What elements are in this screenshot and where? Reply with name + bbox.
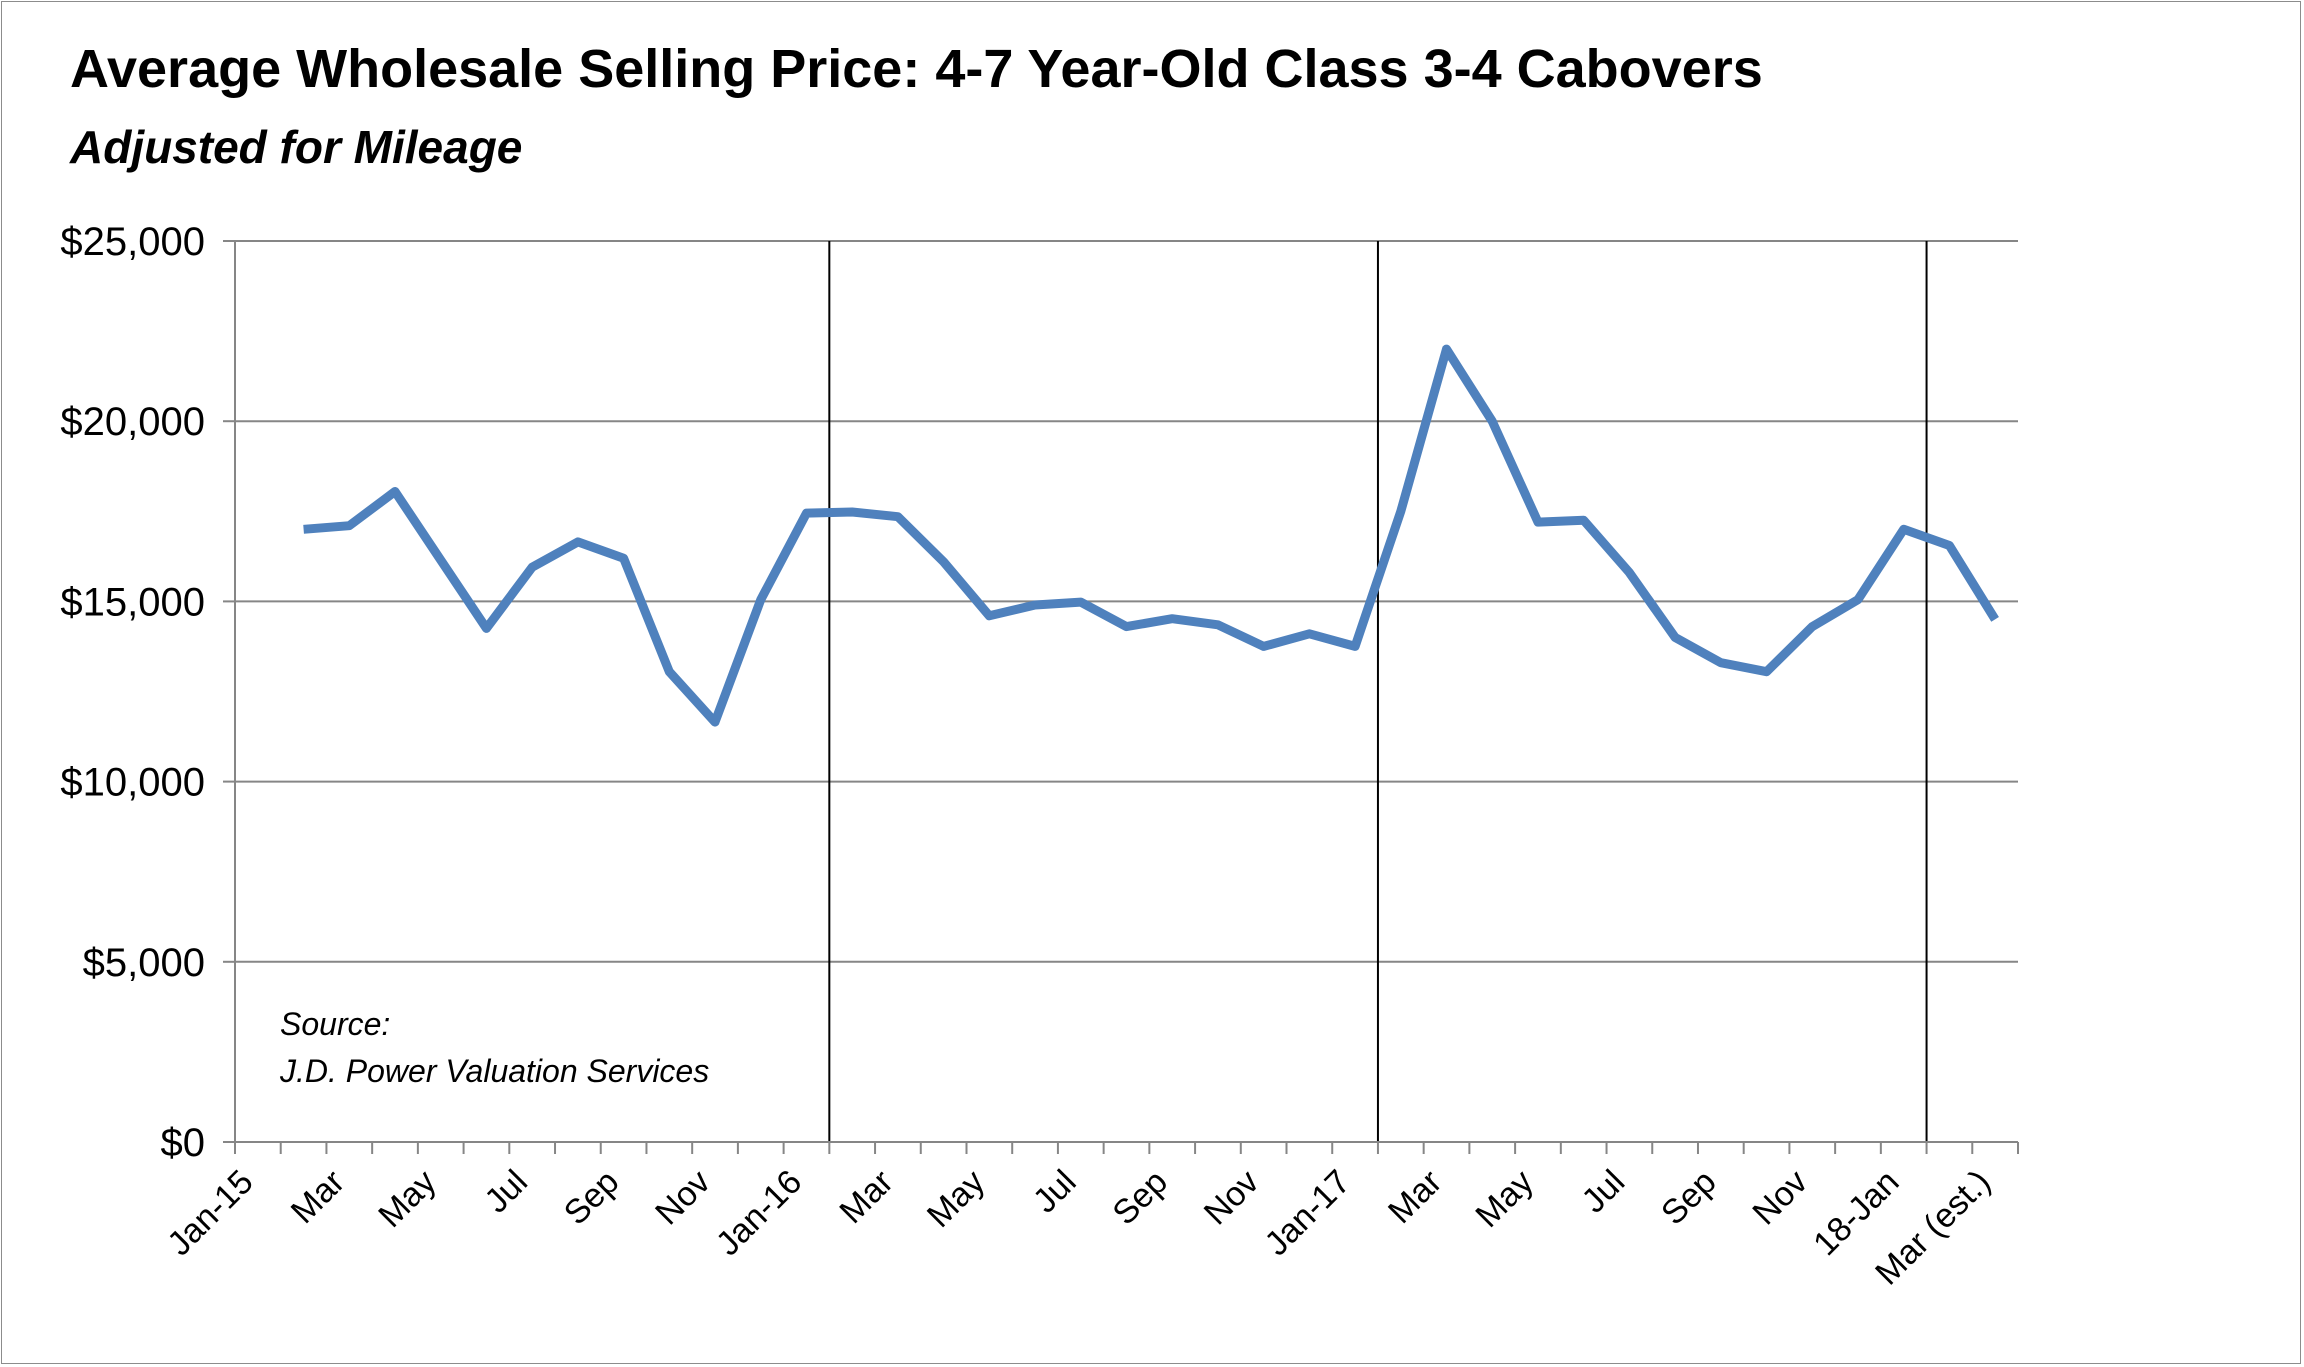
- x-tick-label: Sep: [1105, 1163, 1175, 1233]
- source-label: Source:: [280, 1006, 390, 1042]
- x-tick-label: Jan-16: [709, 1163, 809, 1263]
- y-tick-label: $20,000: [60, 400, 205, 444]
- x-tick-label: Nov: [1745, 1163, 1815, 1233]
- x-tick-label: Jan-17: [1258, 1163, 1358, 1263]
- x-tick-label: Nov: [648, 1163, 718, 1233]
- x-tick-label: Nov: [1197, 1163, 1267, 1233]
- y-axis-ticks: $0 $5,000 $10,000 $15,000 $20,000 $25,000: [60, 220, 205, 1165]
- x-tick-label: Sep: [557, 1163, 627, 1233]
- x-tick-label: Mar: [284, 1163, 352, 1231]
- x-tick-label: Jul: [1026, 1163, 1084, 1221]
- x-tick-label: May: [920, 1163, 992, 1235]
- x-tick-label: Jan-15: [160, 1163, 260, 1263]
- series-line: [303, 344, 1999, 727]
- y-tick-label: $0: [161, 1121, 206, 1165]
- x-tick-label: Jul: [1575, 1163, 1633, 1221]
- series-group: [303, 344, 1999, 727]
- x-tick-label: May: [1468, 1163, 1540, 1235]
- y-tick-label: $15,000: [60, 580, 205, 624]
- grid-lines: [235, 240, 2018, 963]
- y-tick-label: $5,000: [83, 941, 205, 985]
- x-tick-label: Sep: [1654, 1163, 1724, 1233]
- y-tick-label: $10,000: [60, 761, 205, 805]
- axes: [223, 240, 2019, 1154]
- y-tick-label: $25,000: [60, 220, 205, 264]
- chart-subtitle: Adjusted for Mileage: [70, 121, 523, 173]
- chart-title: Average Wholesale Selling Price: 4-7 Yea…: [70, 39, 1763, 99]
- x-tick-label: Mar: [832, 1163, 900, 1231]
- source-text: J.D. Power Valuation Services: [279, 1053, 709, 1089]
- x-tick-label: Jul: [477, 1163, 535, 1221]
- year-dividers: [828, 241, 1928, 1142]
- x-tick-label: May: [371, 1163, 443, 1235]
- x-tick-label: Mar: [1381, 1163, 1449, 1231]
